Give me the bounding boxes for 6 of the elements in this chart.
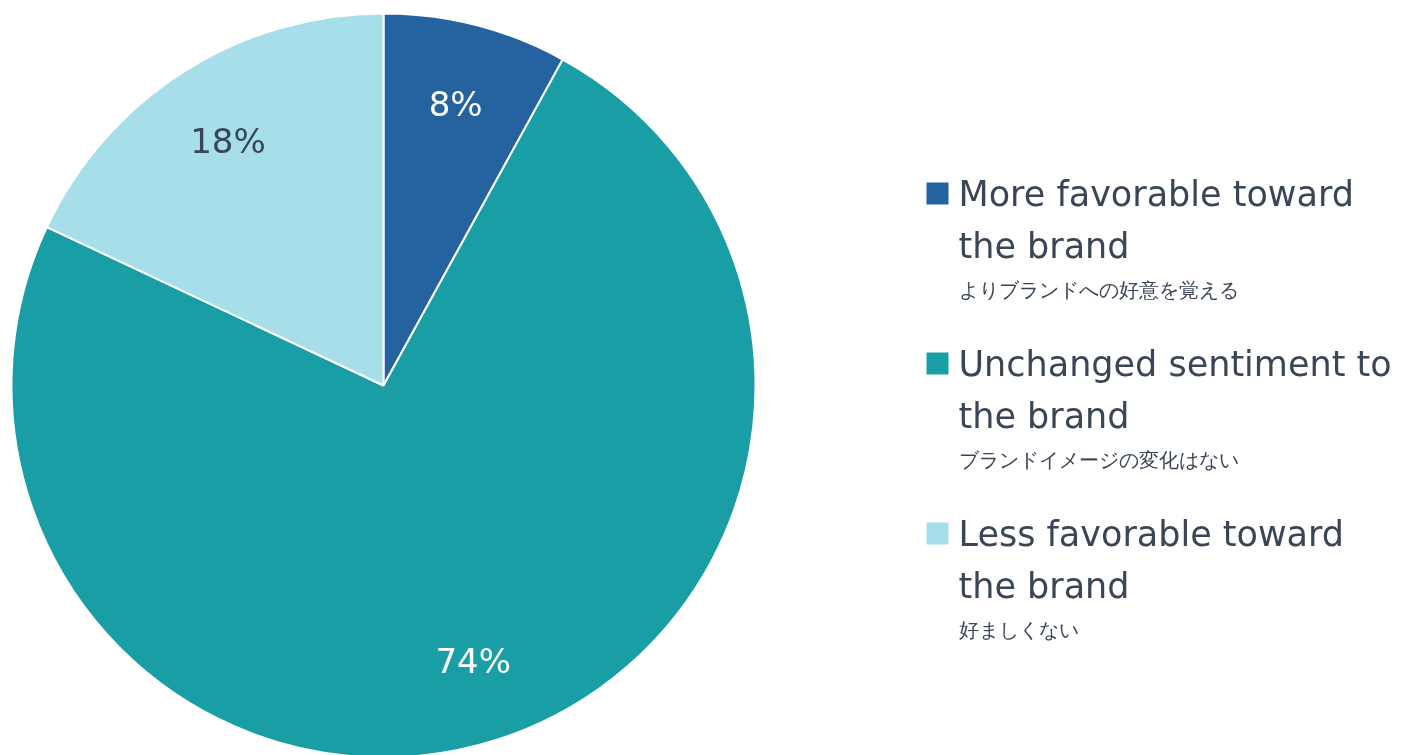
legend-label: More favorable toward the brand よりブランドへの好意を覚える: [958, 173, 1354, 302]
data-label: 18%: [190, 120, 266, 161]
legend-label: Unchanged sentiment to the brand ブランドイメージの変化はない: [958, 343, 1392, 472]
data-label: 8%: [428, 84, 483, 125]
data-label: 74%: [435, 641, 511, 682]
legend-label: Less favorable toward the brand 好ましくない: [958, 513, 1345, 642]
